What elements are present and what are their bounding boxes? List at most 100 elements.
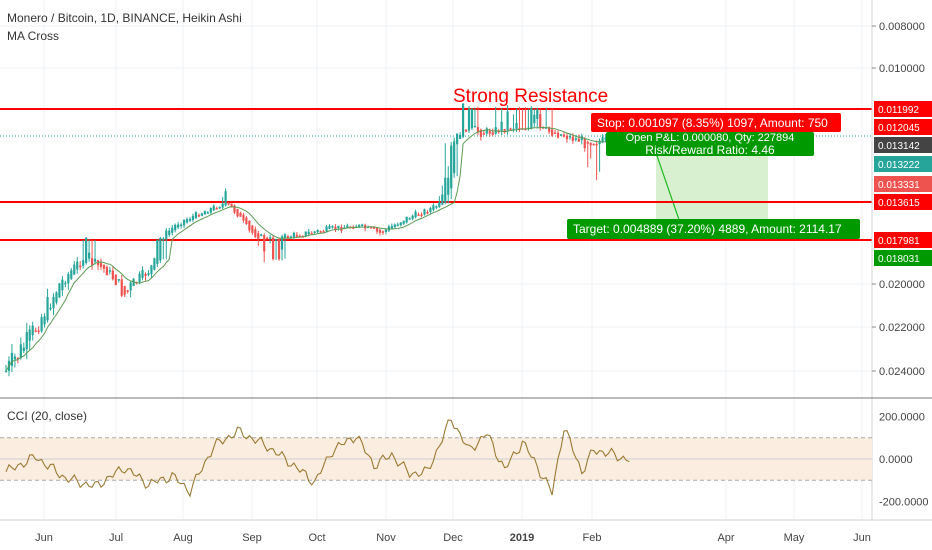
- candle-10: [34, 327, 37, 333]
- candle-144: [432, 203, 435, 212]
- candle-body-33: [102, 264, 106, 269]
- candle-96: [289, 235, 293, 239]
- candle-199: [595, 140, 598, 181]
- stop-text: Stop: 0.001097 (8.35%) 1097, Amount: 750: [597, 116, 828, 130]
- candle-85: [257, 230, 260, 247]
- candle-159: [476, 106, 480, 136]
- candle-body-15: [49, 307, 52, 310]
- candle-body-136: [408, 218, 411, 220]
- candle-15: [49, 303, 52, 311]
- candle-body-188: [562, 134, 566, 137]
- candle-body-178: [533, 114, 536, 124]
- candle-body-102: [307, 231, 310, 234]
- candle-body-93: [280, 236, 284, 250]
- candle-112: [337, 225, 340, 231]
- candle-180: [539, 108, 542, 131]
- candle-body-142: [426, 211, 429, 214]
- price-tick-label-1: 0.010000: [879, 63, 925, 75]
- candle-body-54: [165, 230, 168, 240]
- candle-body-2: [10, 352, 14, 366]
- price-badge-1: [874, 119, 932, 135]
- candle-52: [159, 236, 162, 264]
- candle-body-196: [586, 141, 589, 144]
- candle-110: [331, 225, 334, 229]
- candle-9: [31, 321, 34, 341]
- candle-body-195: [583, 138, 586, 149]
- candle-body-146: [438, 202, 441, 207]
- candle-66: [200, 212, 203, 217]
- candle-body-73: [221, 203, 224, 208]
- candle-body-144: [432, 205, 435, 210]
- candle-body-11: [37, 330, 40, 333]
- candle-40: [123, 285, 126, 298]
- time-label-9: Apr: [717, 532, 734, 544]
- candle-body-155: [464, 129, 468, 132]
- time-label-6: Dec: [443, 532, 463, 544]
- price-tick-label-0: 0.008000: [879, 21, 925, 33]
- candle-body-163: [488, 130, 491, 134]
- candle-179: [536, 107, 539, 129]
- time-label-0: Jun: [35, 532, 53, 544]
- candle-86: [260, 233, 263, 237]
- candle-body-80: [242, 214, 245, 221]
- candle-68: [206, 210, 209, 214]
- candle-0: [4, 364, 8, 373]
- candle-body-78: [236, 209, 239, 217]
- candle-body-189: [565, 135, 569, 140]
- candle-body-125: [375, 227, 379, 232]
- candle-107: [322, 229, 325, 233]
- candle-150: [450, 141, 453, 200]
- candle-body-180: [539, 114, 542, 129]
- candle-88: [266, 236, 269, 240]
- candle-33: [102, 264, 106, 273]
- candle-13: [43, 313, 46, 328]
- position-boxes: Stop: 0.001097 (8.35%) 1097, Amount: 750…: [567, 113, 860, 239]
- candle-97: [292, 231, 295, 240]
- candle-body-53: [162, 238, 165, 241]
- candle-61: [185, 217, 189, 224]
- candle-body-35: [108, 270, 111, 272]
- candle-body-112: [337, 225, 340, 229]
- candle-147: [441, 185, 444, 206]
- candle-60: [182, 219, 186, 229]
- candle-body-162: [485, 128, 488, 134]
- candle-132: [396, 222, 399, 227]
- pl-text: Open P&L: 0.000080, Qty: 227894: [626, 132, 795, 144]
- candle-186: [556, 130, 560, 139]
- candle-body-61: [185, 219, 189, 223]
- candle-45: [138, 271, 141, 285]
- candle-body-110: [331, 226, 334, 228]
- time-label-7: 2019: [510, 532, 534, 544]
- candle-38: [117, 278, 120, 283]
- candle-56: [171, 224, 174, 236]
- grid: [0, 0, 872, 520]
- candle-body-119: [358, 224, 361, 228]
- candle-body-126: [378, 229, 382, 233]
- candle-57: [174, 223, 177, 233]
- candle-body-36: [111, 270, 114, 280]
- candle-29: [90, 239, 94, 270]
- candle-154: [461, 102, 465, 139]
- candle-body-49: [150, 265, 153, 275]
- price-badge-2: [874, 137, 932, 153]
- candle-64: [194, 211, 198, 220]
- candle-146: [438, 196, 441, 208]
- candle-body-157: [470, 108, 474, 129]
- candle-body-99: [298, 235, 301, 238]
- candle-body-69: [209, 207, 212, 213]
- candle-104: [313, 231, 316, 235]
- candle-body-83: [251, 225, 254, 233]
- candle-69: [209, 207, 212, 215]
- price-badge-label-0: 0.011992: [878, 105, 919, 116]
- candle-131: [393, 223, 396, 228]
- stop-box: [591, 113, 841, 132]
- candle-body-123: [369, 226, 373, 229]
- candle-155: [464, 129, 468, 132]
- cci-pane: 200.0000 0.0000 -200.0000: [0, 397, 932, 509]
- candle-173: [518, 106, 521, 132]
- candle-body-6: [22, 347, 25, 352]
- candle-body-46: [141, 270, 144, 278]
- candle-body-173: [518, 127, 521, 130]
- candle-143: [429, 206, 432, 215]
- candle-body-14: [46, 296, 49, 321]
